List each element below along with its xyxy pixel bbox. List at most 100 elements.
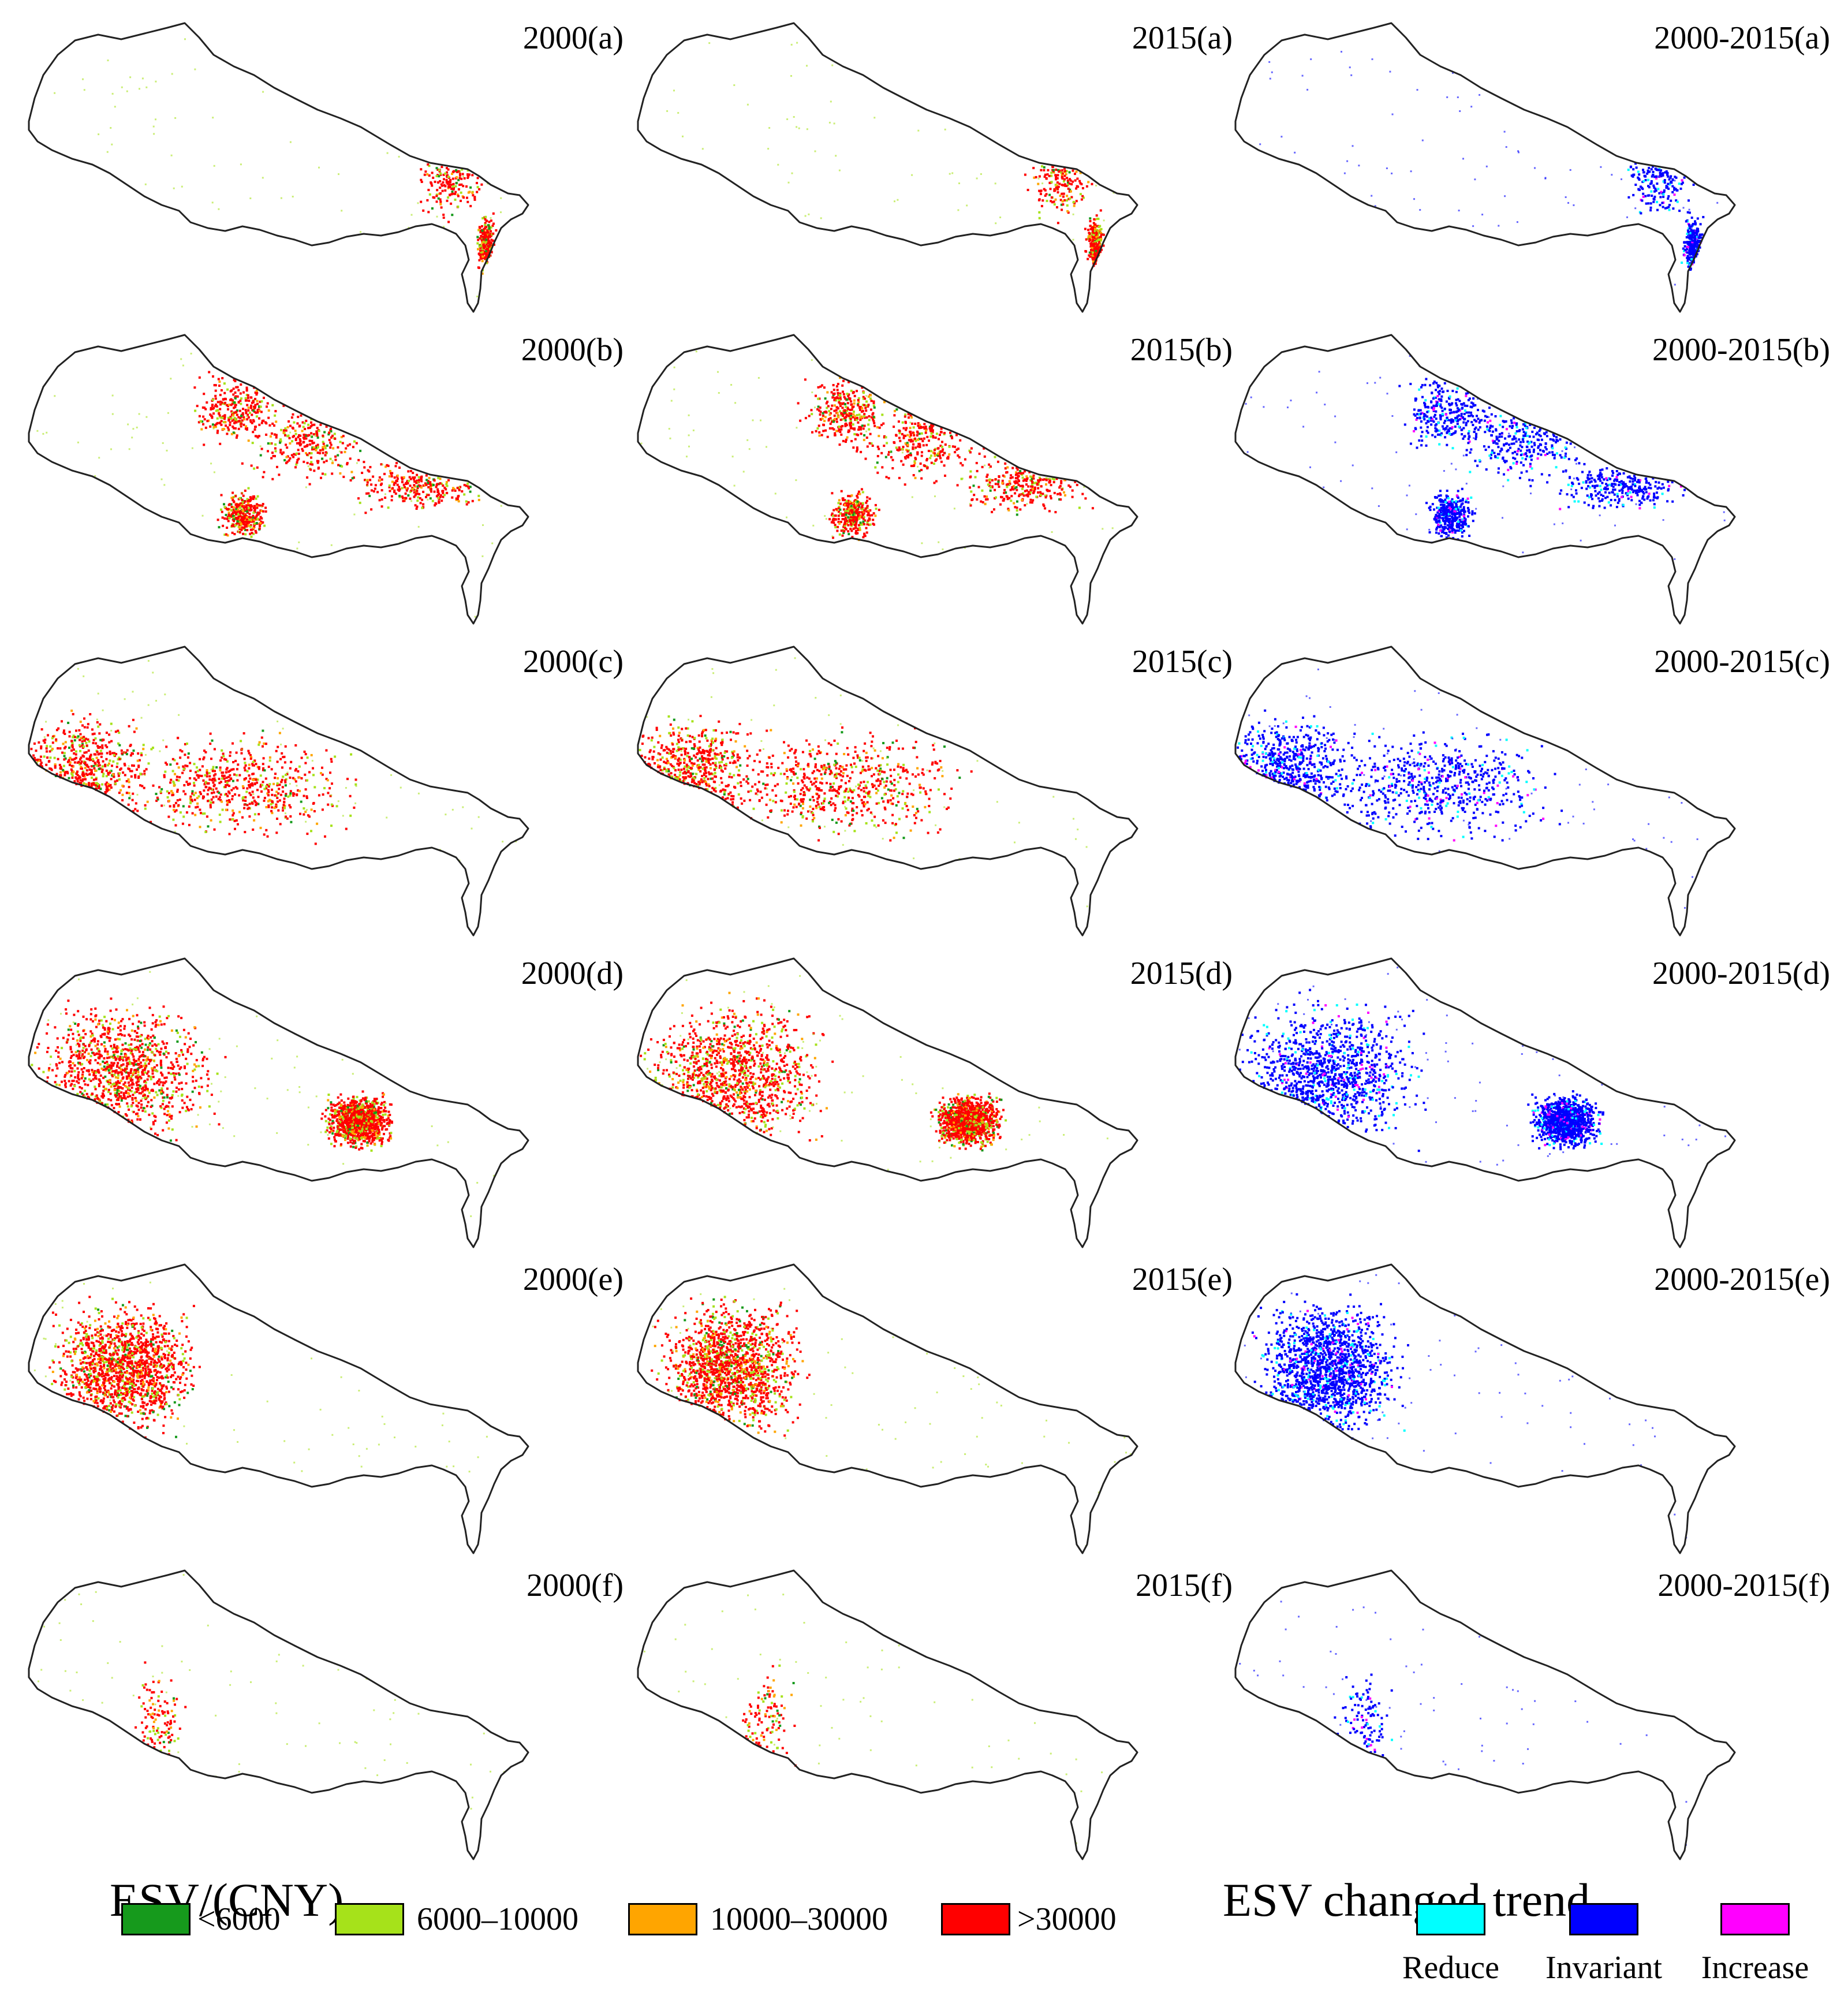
basin-outline [1234, 1569, 1736, 1860]
map-panel-2000-c: 2000(c) [12, 635, 624, 937]
basin-map [28, 334, 529, 625]
basin-map [637, 22, 1138, 313]
esv-legend-swatch [628, 1903, 697, 1935]
panel-label: 2015(d) [1130, 957, 1233, 990]
esv-legend-item: 6000–10000 [335, 1903, 578, 1935]
esv-legend-item: <6000 [121, 1903, 281, 1935]
basin-map [28, 22, 529, 313]
pixel-layer [38, 1574, 505, 1810]
basin-outline [1234, 334, 1736, 625]
basin-map [1234, 957, 1736, 1248]
panel-label: 2000(f) [527, 1569, 624, 1602]
esv-legend-item: 10000–30000 [628, 1903, 888, 1935]
basin-outline [28, 646, 529, 937]
esv-legend-swatch [121, 1903, 191, 1935]
panel-label: 2000(c) [523, 646, 624, 678]
pixel-layer [651, 1288, 1132, 1547]
basin-outline [28, 1263, 529, 1554]
map-panel-2015-c: 2015(c) [621, 635, 1233, 937]
map-panel-2000-b: 2000(b) [12, 323, 624, 625]
trend-legend-title: ESV changed trend [1223, 1877, 1590, 1924]
trend-legend-item: Invariant [1535, 1903, 1673, 1984]
basin-map [637, 957, 1138, 1248]
basin-map [637, 1569, 1138, 1860]
basin-outline [637, 1263, 1138, 1554]
basin-map [28, 1263, 529, 1554]
basin-outline [1234, 1263, 1736, 1554]
panel-label: 2015(a) [1132, 22, 1233, 54]
trend-legend-label: Increase [1686, 1952, 1824, 1984]
panel-label: 2000(d) [521, 957, 624, 990]
basin-outline [1234, 22, 1736, 313]
panel-label: 2015(b) [1130, 334, 1233, 366]
basin-map [1234, 22, 1736, 313]
map-panel-2015-b: 2015(b) [621, 323, 1233, 625]
map-panel-2015-a: 2015(a) [621, 12, 1233, 313]
basin-outline [637, 646, 1138, 937]
basin-map [28, 957, 529, 1248]
basin-map [1234, 1569, 1736, 1860]
basin-map [637, 646, 1138, 937]
panel-label: 2000(a) [523, 22, 624, 54]
basin-map [1234, 1263, 1736, 1554]
map-panel-change-c: 2000-2015(c) [1218, 635, 1830, 937]
panel-label: 2000-2015(c) [1654, 646, 1830, 678]
basin-outline [637, 1569, 1138, 1860]
basin-outline [28, 957, 529, 1248]
pixel-layer [1239, 1601, 1688, 1846]
basin-outline [28, 334, 529, 625]
map-panel-change-a: 2000-2015(a) [1218, 12, 1830, 313]
panel-label: 2015(f) [1136, 1569, 1233, 1602]
map-panel-2015-d: 2015(d) [621, 947, 1233, 1248]
pixel-layer [1238, 967, 1726, 1166]
map-panel-2015-e: 2015(e) [621, 1253, 1233, 1554]
map-panel-change-f: 2000-2015(f) [1218, 1559, 1830, 1860]
trend-legend-item: Reduce [1382, 1903, 1520, 1984]
map-panel-change-e: 2000-2015(e) [1218, 1253, 1830, 1554]
panel-label: 2000-2015(e) [1654, 1263, 1830, 1296]
pixel-layer [643, 1594, 1103, 1844]
pixel-layer [1244, 1274, 1708, 1539]
pixel-layer [30, 660, 517, 861]
basin-outline [637, 334, 1138, 625]
trend-legend-swatch [1416, 1903, 1485, 1935]
esv-legend-label: >30000 [1017, 1903, 1117, 1935]
map-panel-change-b: 2000-2015(b) [1218, 323, 1830, 625]
panel-label: 2000-2015(f) [1657, 1569, 1830, 1602]
pixel-layer [640, 975, 1108, 1171]
map-panel-2000-f: 2000(f) [12, 1559, 624, 1860]
trend-legend-label: Reduce [1382, 1952, 1520, 1984]
panel-label: 2015(c) [1132, 646, 1233, 678]
pixel-layer [31, 971, 495, 1217]
basin-outline [637, 22, 1138, 313]
panel-label: 2000(e) [523, 1263, 624, 1296]
pixel-layer [639, 657, 1088, 908]
esv-legend-swatch [941, 1903, 1010, 1935]
basin-outline [1234, 646, 1736, 937]
basin-map [1234, 334, 1736, 625]
basin-outline [637, 957, 1138, 1248]
map-panel-2015-f: 2015(f) [621, 1559, 1233, 1860]
trend-legend-label: Invariant [1535, 1952, 1673, 1984]
pixel-layer [36, 352, 502, 618]
trend-legend-swatch [1720, 1903, 1790, 1935]
basin-map [28, 1569, 529, 1860]
basin-outline [28, 1569, 529, 1860]
pixel-layer [1259, 51, 1719, 286]
pixel-layer [33, 1281, 488, 1473]
pixel-layer [1237, 668, 1698, 909]
basin-map [1234, 646, 1736, 937]
panel-label: 2000-2015(a) [1654, 22, 1830, 54]
panel-label: 2000-2015(d) [1652, 957, 1830, 990]
esv-legend-label: 6000–10000 [417, 1903, 578, 1935]
map-panel-2000-d: 2000(d) [12, 947, 624, 1248]
esv-legend-item: >30000 [941, 1903, 1117, 1935]
pixel-layer [1245, 355, 1726, 560]
pixel-layer [54, 38, 502, 297]
esv-legend-label: <6000 [197, 1903, 281, 1935]
esv-legend-swatch [335, 1903, 404, 1935]
basin-outline [28, 22, 529, 313]
panel-label: 2015(e) [1132, 1263, 1233, 1296]
panel-label: 2000(b) [521, 334, 624, 366]
